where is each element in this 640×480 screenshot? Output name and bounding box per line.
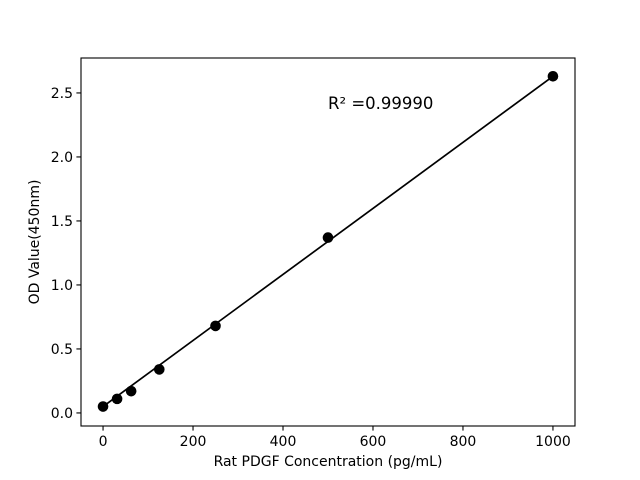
data-point [153, 364, 165, 375]
x-axis-label: Rat PDGF Concentration (pg/mL) [214, 454, 443, 470]
x-tick-label: 200 [180, 434, 207, 450]
data-point [111, 393, 123, 405]
y-tick-label: 1.0 [51, 278, 73, 294]
y-axis-label: OD Value(450nm) [27, 180, 43, 305]
data-point [125, 385, 137, 397]
data-point [97, 401, 109, 412]
data-point [547, 71, 559, 82]
x-tick-label: 600 [360, 434, 387, 450]
y-tick-label: 0.0 [51, 406, 73, 422]
data-point [210, 320, 221, 332]
x-tick-label: 0 [99, 434, 108, 450]
y-tick-label: 0.5 [51, 342, 73, 358]
data-point [322, 232, 334, 243]
y-tick-label: 2.5 [51, 86, 73, 102]
r-squared-annotation: R² =0.99990 [328, 94, 433, 113]
x-tick-label: 800 [450, 434, 477, 450]
x-tick-label: 400 [270, 434, 297, 450]
y-tick-label: 1.5 [51, 214, 73, 230]
axes-spines [80, 57, 576, 427]
y-tick-label: 2.0 [51, 150, 73, 166]
x-tick-label: 1000 [535, 434, 571, 450]
plot-area: 0 200 400 600 800 1000 0.0 0.5 1.0 1.5 2.0 2.5 [51, 57, 576, 450]
